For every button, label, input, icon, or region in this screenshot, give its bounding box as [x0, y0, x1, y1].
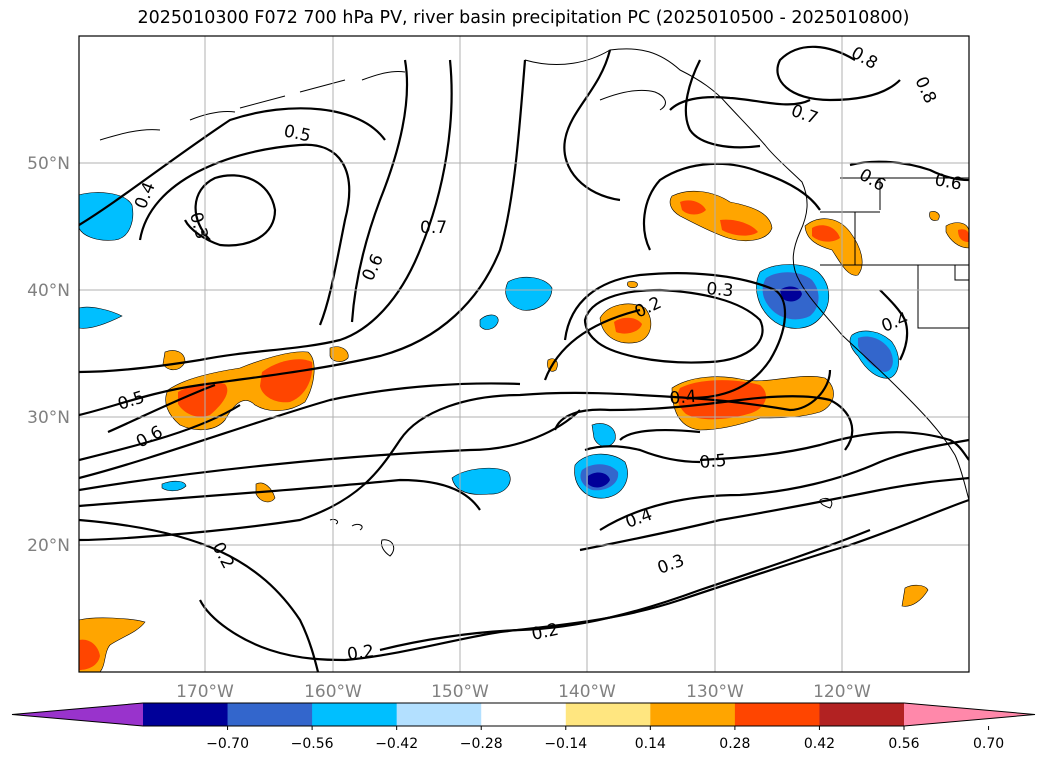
colorbar-tick-label: −0.70	[206, 736, 249, 752]
precip-positive-patch	[929, 211, 940, 221]
gridlines	[79, 36, 969, 672]
lon-label: 120°W	[813, 682, 871, 702]
colorbar-extension-high	[904, 703, 1035, 726]
precip-positive-patch	[79, 639, 100, 670]
pv-contours	[79, 45, 969, 672]
precip-negative-patch	[451, 467, 511, 495]
colorbar-segment	[650, 703, 736, 726]
colorbar-segment	[481, 703, 567, 726]
lat-label: 50°N	[27, 154, 70, 174]
lon-label: 170°W	[176, 682, 234, 702]
precip-positive-patch	[329, 346, 349, 362]
colorbar-outline	[11, 702, 1036, 727]
precip-negative-patch	[591, 423, 616, 447]
map-frame	[78, 35, 970, 673]
contour-label: 0.5	[699, 451, 728, 473]
precip-negative-patch	[588, 472, 610, 488]
colorbar-tick-label: −0.28	[460, 736, 503, 752]
lat-label: 20°N	[27, 536, 70, 556]
colorbar-tick-label: 0.42	[804, 736, 835, 752]
lat-label: 40°N	[27, 281, 70, 301]
lon-label: 140°W	[558, 682, 616, 702]
precip-positive-patch	[720, 219, 758, 236]
lon-label: 160°W	[304, 682, 362, 702]
contour-label: 0.2	[346, 641, 376, 665]
lat-label: 30°N	[27, 408, 70, 428]
colorbar-segment	[227, 703, 313, 726]
precip-negative-patch	[505, 276, 553, 311]
precip-negative-patch	[479, 314, 499, 330]
precip-negative-patch	[79, 192, 134, 241]
colorbar-segment	[565, 703, 651, 726]
precip-positive-patch	[614, 317, 642, 334]
precip-positive-patch	[627, 281, 638, 288]
precip-positive-patch	[958, 229, 969, 242]
map-panel	[79, 36, 969, 672]
colorbar-segment	[819, 703, 905, 726]
colorbar-extension-low	[12, 703, 143, 726]
precip-positive-patch	[178, 382, 228, 417]
contour-label: 0.6	[933, 170, 963, 194]
precip-positive-patch	[945, 222, 969, 249]
precip-negative-patch	[161, 480, 187, 492]
colorbar-tick-label: 0.70	[973, 736, 1004, 752]
lon-label: 130°W	[686, 682, 744, 702]
colorbar-segment	[734, 703, 820, 726]
precip-shading	[79, 190, 969, 672]
longitude-labels: 170°W 160°W 150°W 140°W 130°W 120°W	[176, 682, 871, 702]
colorbar-tick-label: −0.56	[291, 736, 334, 752]
precip-positive-patch	[901, 584, 929, 607]
precip-positive-patch	[162, 350, 186, 371]
colorbar-tick-label: −0.42	[375, 736, 418, 752]
coastlines	[99, 48, 969, 557]
map-title: 2025010300 F072 700 hPa PV, river basin …	[137, 8, 910, 28]
precip-positive-patch	[812, 225, 840, 242]
contour-label: 0.7	[420, 218, 447, 238]
colorbar-segment	[312, 703, 398, 726]
map-content: 0.5 0.4 0.3 0.7 0.6 0.8 0.8 0.7 0.6 0.6 …	[79, 36, 969, 672]
colorbar-tick-label: −0.14	[544, 736, 587, 752]
precip-negative-patch	[858, 336, 893, 372]
colorbar-tick-label: 0.28	[719, 736, 750, 752]
precip-negative-patch	[79, 306, 123, 329]
latitude-labels: 50°N 40°N 30°N 20°N	[27, 154, 70, 556]
colorbar: −0.70 −0.56 −0.42 −0.28 −0.14 0.14 0.28 0.42 0.5…	[11, 702, 1036, 752]
precip-positive-patch	[680, 200, 706, 215]
lon-label: 150°W	[431, 682, 489, 702]
colorbar-segment	[143, 703, 229, 726]
colorbar-tick-label: 0.14	[635, 736, 666, 752]
contour-label: 0.3	[706, 279, 735, 301]
contour-label: 0.4	[669, 387, 698, 409]
colorbar-tick-label: 0.56	[888, 736, 919, 752]
colorbar-segment	[396, 703, 482, 726]
